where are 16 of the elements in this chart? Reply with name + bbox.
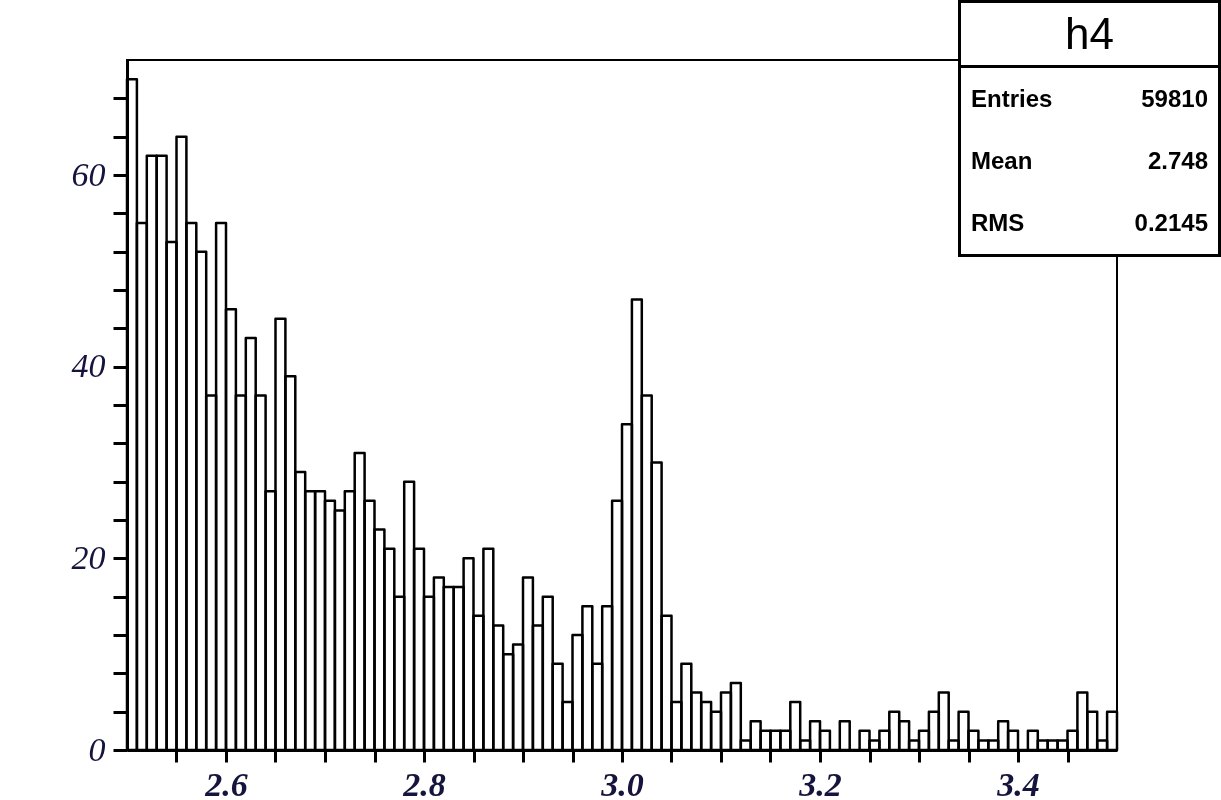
x-tick-label: 2.8	[402, 765, 446, 800]
x-tick-label: 3.4	[996, 765, 1040, 800]
y-tick-label: 40	[71, 347, 106, 385]
y-tick-label: 20	[71, 538, 106, 576]
annotation: Mean	[971, 146, 1033, 176]
text: h4	[961, 3, 1218, 68]
text: 2.748	[1147, 146, 1208, 176]
text: 0.2145	[1134, 208, 1208, 238]
annotation: RMS	[971, 208, 1025, 238]
annotation: Entries	[971, 84, 1053, 114]
y-tick-label: 0	[88, 730, 106, 768]
x-tick-label: 3.2	[798, 765, 842, 800]
x-tick-label: 3.0	[600, 765, 644, 800]
x-tick-label: 2.6	[204, 765, 248, 800]
text: 59810	[1141, 84, 1208, 114]
y-tick-label: 60	[71, 155, 106, 193]
